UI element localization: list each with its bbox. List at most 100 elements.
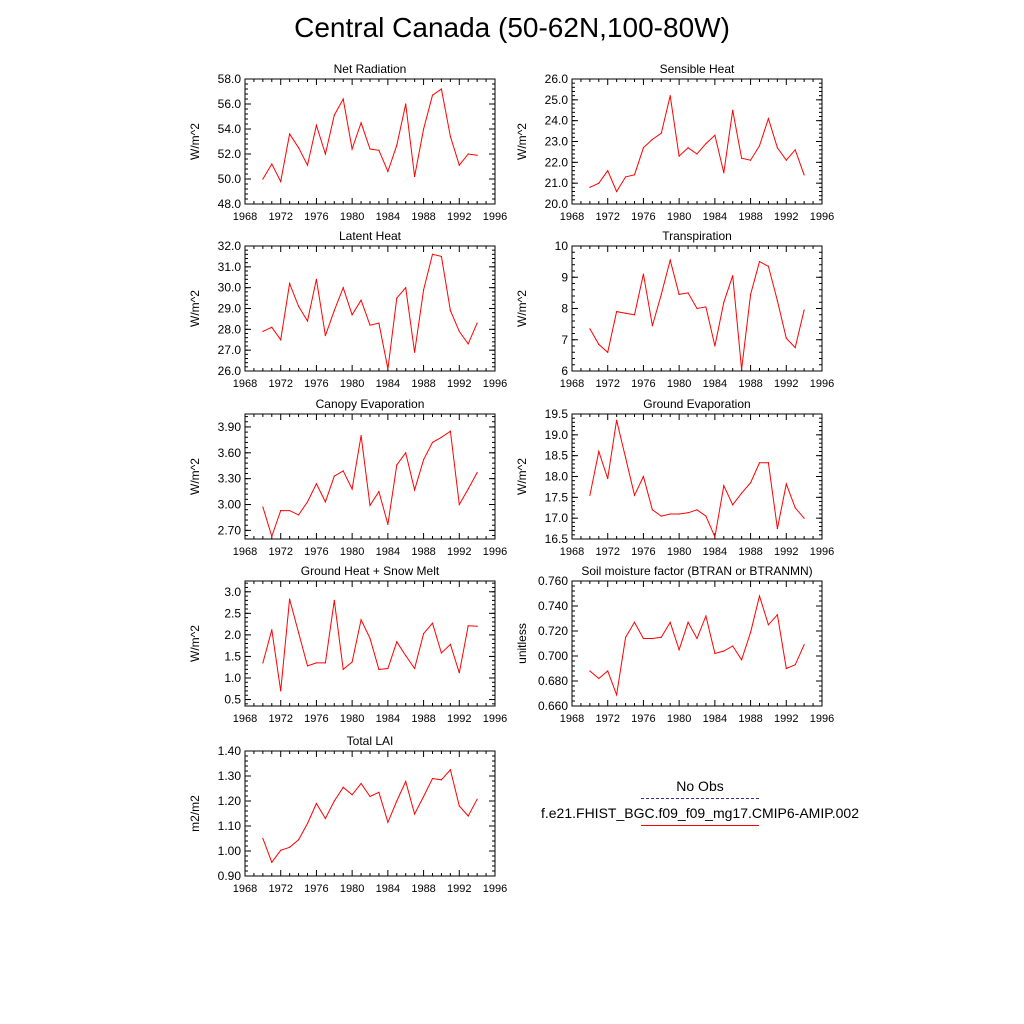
ground-heat-snow-melt-point bbox=[297, 632, 300, 634]
canopy-evaporation-point bbox=[306, 501, 309, 503]
soil-moisture-factor-btran-or-btranmn-ytick-label: 0.680 bbox=[538, 674, 568, 688]
latent-heat-point bbox=[405, 287, 407, 289]
latent-heat-frame bbox=[244, 245, 496, 372]
legend-label-model: f.e21.FHIST_BGC.f09_f09_mg17.CMIP6-AMIP.… bbox=[540, 805, 859, 821]
ground-evaporation-point bbox=[803, 517, 805, 519]
transpiration-point bbox=[741, 368, 743, 371]
legend-line-model bbox=[641, 825, 759, 826]
soil-moisture-factor-btran-or-btranmn-title: Soil moisture factor (BTRAN or BTRANMN) bbox=[581, 564, 812, 578]
latent-heat-xtick-label: 1980 bbox=[340, 378, 364, 390]
transpiration-ytick-label: 6 bbox=[561, 364, 568, 378]
transpiration-xtick-label: 1968 bbox=[560, 378, 584, 390]
soil-moisture-factor-btran-or-btranmn-point bbox=[803, 644, 805, 646]
soil-moisture-factor-btran-or-btranmn-ytick-label: 0.660 bbox=[538, 699, 568, 713]
total-lai-point bbox=[440, 779, 443, 781]
net-radiation-xtick-label: 1988 bbox=[411, 211, 435, 223]
sensible-heat-point bbox=[749, 159, 752, 161]
soil-moisture-factor-btran-or-btranmn-point bbox=[741, 659, 743, 661]
latent-heat-xtick-label: 1972 bbox=[268, 378, 292, 390]
ground-heat-snow-melt-ytick-label: 2.0 bbox=[224, 628, 241, 642]
total-lai-xtick-label: 1968 bbox=[233, 883, 257, 895]
net-radiation-point bbox=[315, 124, 318, 126]
latent-heat-title: Latent Heat bbox=[339, 229, 402, 243]
total-lai-point bbox=[315, 802, 318, 805]
soil-moisture-factor-btran-or-btranmn-point bbox=[669, 621, 671, 623]
ground-evaporation-point bbox=[696, 509, 698, 511]
ground-heat-snow-melt-xtick-label: 1984 bbox=[376, 713, 400, 725]
sensible-heat-point bbox=[705, 142, 707, 145]
latent-heat-series-line bbox=[262, 253, 478, 369]
net-radiation-point bbox=[333, 114, 335, 116]
soil-moisture-factor-btran-or-btranmn-xtick-label: 1992 bbox=[774, 713, 798, 725]
total-lai-point bbox=[360, 782, 362, 785]
sensible-heat-ytick-label: 26.0 bbox=[545, 72, 569, 86]
transpiration-point bbox=[785, 337, 787, 339]
sensible-heat-ytick-label: 21.0 bbox=[545, 176, 569, 190]
total-lai-point bbox=[396, 800, 398, 802]
soil-moisture-factor-btran-or-btranmn-point bbox=[651, 637, 653, 640]
canopy-evaporation-point bbox=[387, 523, 389, 525]
sensible-heat-point bbox=[732, 109, 734, 111]
transpiration-point bbox=[705, 306, 707, 308]
soil-moisture-factor-btran-or-btranmn-point bbox=[633, 621, 636, 623]
sensible-heat-ytick-label: 25.0 bbox=[545, 93, 569, 107]
latent-heat-xtick-label: 1988 bbox=[411, 378, 435, 390]
canopy-evaporation-point bbox=[440, 436, 443, 438]
ground-heat-snow-melt-point bbox=[315, 662, 318, 664]
transpiration-point bbox=[723, 301, 725, 303]
net-radiation-ytick-label: 52.0 bbox=[218, 147, 242, 161]
transpiration-point bbox=[767, 265, 770, 267]
total-lai-point bbox=[333, 800, 335, 802]
transpiration-ylabel: W/m^2 bbox=[515, 290, 529, 327]
canopy-evaporation-title: Canopy Evaporation bbox=[316, 397, 425, 411]
ground-heat-snow-melt-point bbox=[396, 641, 398, 643]
soil-moisture-factor-btran-or-btranmn-point bbox=[749, 631, 752, 633]
soil-moisture-factor-btran-or-btranmn-ytick-label: 0.700 bbox=[538, 649, 568, 663]
latent-heat-xtick-label: 1968 bbox=[233, 378, 257, 390]
ground-heat-snow-melt-ytick-label: 2.5 bbox=[224, 606, 241, 620]
soil-moisture-factor-btran-or-btranmn-point bbox=[696, 637, 698, 640]
ground-heat-snow-melt-point bbox=[333, 599, 335, 601]
latent-heat-point bbox=[396, 297, 398, 299]
sensible-heat-point bbox=[714, 134, 716, 136]
total-lai-point bbox=[431, 777, 434, 780]
sensible-heat-frame bbox=[571, 78, 823, 205]
canopy-evaporation-point bbox=[271, 535, 273, 538]
canopy-evaporation-xtick-label: 1988 bbox=[411, 546, 435, 558]
soil-moisture-factor-btran-or-btranmn-point bbox=[794, 664, 796, 666]
net-radiation-point bbox=[414, 175, 416, 178]
canopy-evaporation-point bbox=[280, 509, 282, 512]
ground-evaporation-xtick-label: 1992 bbox=[774, 546, 798, 558]
canopy-evaporation-ytick-label: 3.30 bbox=[218, 472, 242, 486]
net-radiation-xtick-label: 1972 bbox=[268, 211, 292, 223]
sensible-heat-point bbox=[642, 147, 645, 149]
total-lai-xtick-label: 1992 bbox=[447, 883, 471, 895]
soil-moisture-factor-btran-or-btranmn-point bbox=[758, 595, 761, 597]
net-radiation-point bbox=[440, 88, 443, 90]
transpiration-ytick-label: 7 bbox=[561, 333, 568, 347]
latent-heat-point bbox=[297, 305, 300, 308]
ground-evaporation-point bbox=[732, 504, 734, 506]
ground-heat-snow-melt-point bbox=[289, 598, 291, 600]
canopy-evaporation-point bbox=[378, 490, 380, 493]
ground-heat-snow-melt-point bbox=[467, 625, 469, 627]
legend: No Obs f.e21.FHIST_BGC.f09_f09_mg17.CMIP… bbox=[520, 778, 880, 832]
latent-heat-point bbox=[262, 330, 264, 333]
panel-sensible-heat: Sensible Heat W/m^2 1968 1972 1976 1980 1984 19… bbox=[515, 62, 834, 223]
canopy-evaporation-point bbox=[297, 514, 300, 516]
ground-evaporation-point bbox=[758, 462, 761, 464]
panel-soil-moisture-factor-btran-or-btranmn: Soil moisture factor (BTRAN or BTRANMN) u… bbox=[515, 564, 834, 725]
sensible-heat-xtick-label: 1984 bbox=[703, 211, 727, 223]
ground-evaporation-xtick-label: 1988 bbox=[738, 546, 762, 558]
total-lai-xtick-label: 1980 bbox=[340, 883, 364, 895]
net-radiation-point bbox=[280, 180, 282, 183]
transpiration-point bbox=[651, 325, 653, 327]
ground-heat-snow-melt-point bbox=[476, 625, 478, 627]
transpiration-point bbox=[732, 275, 734, 277]
soil-moisture-factor-btran-or-btranmn-xtick-label: 1980 bbox=[667, 713, 691, 725]
latent-heat-point bbox=[458, 330, 460, 333]
ground-heat-snow-melt-ytick-label: 3.0 bbox=[224, 585, 241, 599]
transpiration-point bbox=[678, 293, 680, 296]
transpiration-xtick-label: 1984 bbox=[703, 378, 727, 390]
